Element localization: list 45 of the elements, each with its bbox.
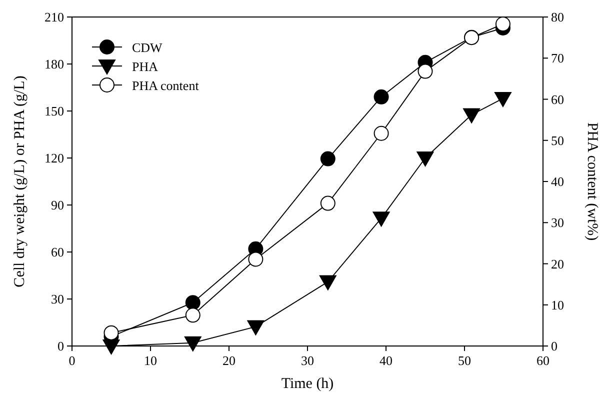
y2-tick-label: 50 (551, 132, 564, 148)
x-tick-label: 20 (222, 353, 236, 368)
x-tick-label: 0 (68, 353, 76, 368)
point (184, 336, 202, 352)
x-tick-label: 10 (144, 353, 157, 368)
y2-tick-label: 80 (551, 10, 564, 24)
y-tick-label: 30 (51, 292, 64, 306)
y2-tick-label: 70 (551, 50, 564, 66)
y2-axis-title: PHA content (wt%) (584, 122, 600, 241)
y2-tick-label: 20 (551, 256, 564, 272)
y-tick-label: 60 (51, 244, 64, 260)
y2-tick-label: 10 (551, 297, 564, 312)
point (374, 89, 389, 104)
point (248, 252, 264, 267)
y-axis-title: Cell dry weight (g/L) or PHA (g/L) (12, 76, 28, 288)
x-axis-title: Time (h) (281, 376, 334, 392)
y-tick-label: 210 (44, 10, 64, 24)
x-tick-label: 50 (458, 353, 471, 368)
point (372, 212, 390, 227)
y-tick-label: 120 (44, 150, 64, 166)
x-tick-label: 60 (536, 353, 550, 368)
point (104, 325, 119, 340)
point (320, 151, 336, 166)
legend-label: CDW (132, 40, 164, 55)
point (102, 340, 120, 354)
point (416, 152, 434, 166)
y-tick-label: 180 (44, 56, 64, 72)
y2-tick-label: 30 (551, 215, 564, 230)
y-tick-label: 90 (51, 198, 64, 212)
legend-label: PHA content (132, 78, 200, 93)
point (247, 320, 264, 336)
y2-tick-label: 0 (551, 338, 558, 354)
point (418, 64, 433, 79)
y-tick-label: 0 (58, 338, 64, 354)
point (494, 92, 512, 107)
point (495, 16, 510, 32)
point (463, 108, 480, 124)
y2-tick-label: 60 (551, 92, 564, 107)
x-tick-label: 40 (380, 353, 392, 368)
y-tick-label: 150 (44, 104, 64, 118)
point (319, 275, 336, 290)
y2-tick-label: 40 (551, 174, 564, 189)
x-tick-label: 30 (301, 353, 314, 368)
point (185, 295, 200, 310)
legend-label: PHA (132, 59, 159, 74)
